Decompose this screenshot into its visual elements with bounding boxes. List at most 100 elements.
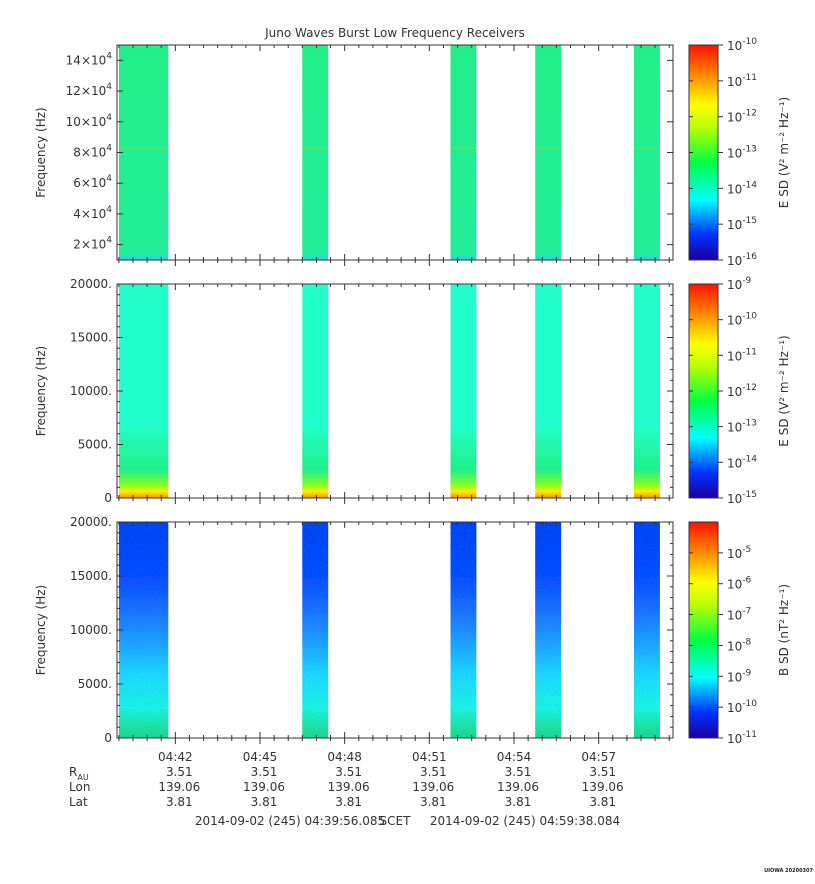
- footer-start-time: 2014-09-02 (245) 04:39:56.085: [195, 814, 385, 828]
- ephemeris-value: 3.51: [335, 765, 362, 779]
- ephemeris-value: 139.06: [582, 780, 624, 794]
- plot-frame: [116, 44, 674, 261]
- spectrogram-block: [450, 522, 477, 738]
- colorbar-tick-label: 10-11: [727, 73, 757, 89]
- colorbar: [688, 44, 719, 261]
- colorbar-tick-label: 10-10: [727, 37, 757, 53]
- ephemeris-value: 3.51: [166, 765, 193, 779]
- spectrogram-block: [634, 522, 660, 738]
- spectrogram-block: [634, 284, 660, 498]
- spectrogram-block: [535, 45, 562, 260]
- y-axis-label: Frequency (Hz): [34, 346, 48, 437]
- y-tick-label: 14×104: [66, 51, 113, 67]
- spectral-line: [302, 147, 329, 149]
- colorbar-tick-label: 10-11: [727, 347, 757, 363]
- colorbar-tick-label: 10-13: [727, 419, 757, 435]
- ephemeris-value: 3.51: [589, 765, 616, 779]
- colorbar-tick-label: 10-15: [727, 490, 757, 506]
- y-axis-label: Frequency (Hz): [34, 585, 48, 676]
- ephemeris-row-label: Lon: [69, 780, 90, 794]
- spectrogram-block: [302, 45, 329, 260]
- y-tick-label: 10000.: [70, 384, 112, 398]
- ephemeris-value: 139.06: [328, 780, 370, 794]
- spectrogram-block: [450, 45, 477, 260]
- ephemeris-value: 3.81: [505, 795, 532, 809]
- chart-title: Juno Waves Burst Low Frequency Receivers: [264, 26, 525, 40]
- colorbar-tick-label: 10-10: [727, 699, 757, 715]
- ephemeris-value: 3.51: [505, 765, 532, 779]
- y-tick-label: 15000.: [70, 331, 112, 345]
- colorbar-label: B SD (nT² Hz⁻¹): [777, 584, 791, 676]
- spectral-line: [118, 147, 169, 149]
- spectrogram-block: [535, 522, 562, 738]
- x-tick-label: 04:48: [327, 750, 362, 764]
- spectrogram-block: [118, 284, 169, 498]
- colorbar-tick-label: 10-11: [727, 730, 757, 746]
- y-tick-label: 0: [104, 731, 112, 745]
- colorbar-tick-label: 10-16: [727, 252, 757, 268]
- ephemeris-row-label: Lat: [69, 795, 88, 809]
- ephemeris-value: 139.06: [497, 780, 539, 794]
- colorbar: [688, 521, 719, 739]
- spectrogram-block: [118, 45, 169, 260]
- colorbar-tick-label: 10-15: [727, 216, 757, 232]
- colorbar-tick-label: 10-6: [727, 576, 752, 592]
- colorbar-label: E SD (V² m⁻² Hz⁻¹): [777, 97, 791, 208]
- x-tick-label: 04:51: [412, 750, 447, 764]
- colorbar-tick-label: 10-10: [727, 312, 757, 328]
- ephemeris-value: 3.51: [420, 765, 447, 779]
- colorbar-tick-label: 10-12: [727, 109, 757, 125]
- spectrogram-block: [302, 284, 329, 498]
- colorbar-tick-label: 10-9: [727, 276, 752, 292]
- colorbar-tick-label: 10-7: [727, 607, 751, 623]
- colorbar-tick-label: 10-5: [727, 545, 751, 561]
- y-tick-label: 20000.: [70, 277, 112, 291]
- ephemeris-value: 139.06: [158, 780, 200, 794]
- plot-frame: [116, 283, 674, 499]
- y-tick-label: 12×104: [66, 82, 113, 98]
- spectrogram-block: [450, 284, 477, 498]
- x-tick-label: 04:57: [581, 750, 616, 764]
- colorbar-tick-label: 10-9: [727, 668, 752, 684]
- ephemeris-value: 3.51: [251, 765, 278, 779]
- y-tick-label: 10×104: [66, 113, 113, 129]
- y-tick-label: 10000.: [70, 623, 112, 637]
- spectrogram-block: [118, 522, 169, 738]
- x-tick-label: 04:45: [243, 750, 278, 764]
- y-tick-label: 4×104: [73, 205, 112, 221]
- spectrogram-block: [302, 522, 329, 738]
- panel-3: 0 5000. 10000. 15000. 20000. Frequency (Hz) 10…: [34, 515, 791, 746]
- ephemeris-value: 139.06: [412, 780, 454, 794]
- footer-end-time: 2014-09-02 (245) 04:59:38.084: [430, 814, 620, 828]
- spectral-line: [450, 147, 477, 149]
- ephemeris-value: 139.06: [243, 780, 285, 794]
- panel-1: 2×104 4×104 6×104 8×104 10×104 12×104 14×104 Fr…: [34, 37, 791, 268]
- ephemeris-value: 3.81: [335, 795, 362, 809]
- spectrogram-block: [634, 45, 660, 260]
- y-tick-label: 15000.: [70, 569, 112, 583]
- colorbar-tick-label: 10-14: [727, 180, 757, 196]
- y-tick-label: 6×104: [73, 174, 112, 190]
- ephemeris-value: 3.81: [251, 795, 278, 809]
- colorbar-label: E SD (V² m⁻² Hz⁻¹): [777, 335, 791, 446]
- colorbar-tick-label: 10-12: [727, 383, 757, 399]
- colorbar-tick-label: 10-14: [727, 454, 757, 470]
- ephemeris-value: 3.81: [420, 795, 447, 809]
- x-tick-label: 04:54: [497, 750, 532, 764]
- spectrogram-block: [535, 284, 562, 498]
- x-tick-label: 04:42: [158, 750, 193, 764]
- panel-2: 0 5000. 10000. 15000. 20000. Frequency (Hz) 10…: [34, 276, 791, 506]
- y-tick-label: 2×104: [73, 236, 112, 252]
- y-tick-label: 0: [104, 491, 112, 505]
- colorbar: [688, 283, 719, 499]
- footer-scet-label: SCET: [380, 814, 412, 828]
- y-tick-label: 20000.: [70, 515, 112, 529]
- spectral-line: [634, 147, 660, 149]
- colorbar-tick-label: 10-13: [727, 145, 757, 161]
- colorbar-tick-label: 10-8: [727, 637, 752, 653]
- y-tick-label: 8×104: [73, 144, 112, 160]
- y-axis-label: Frequency (Hz): [34, 107, 48, 198]
- ephemeris-value: 3.81: [166, 795, 193, 809]
